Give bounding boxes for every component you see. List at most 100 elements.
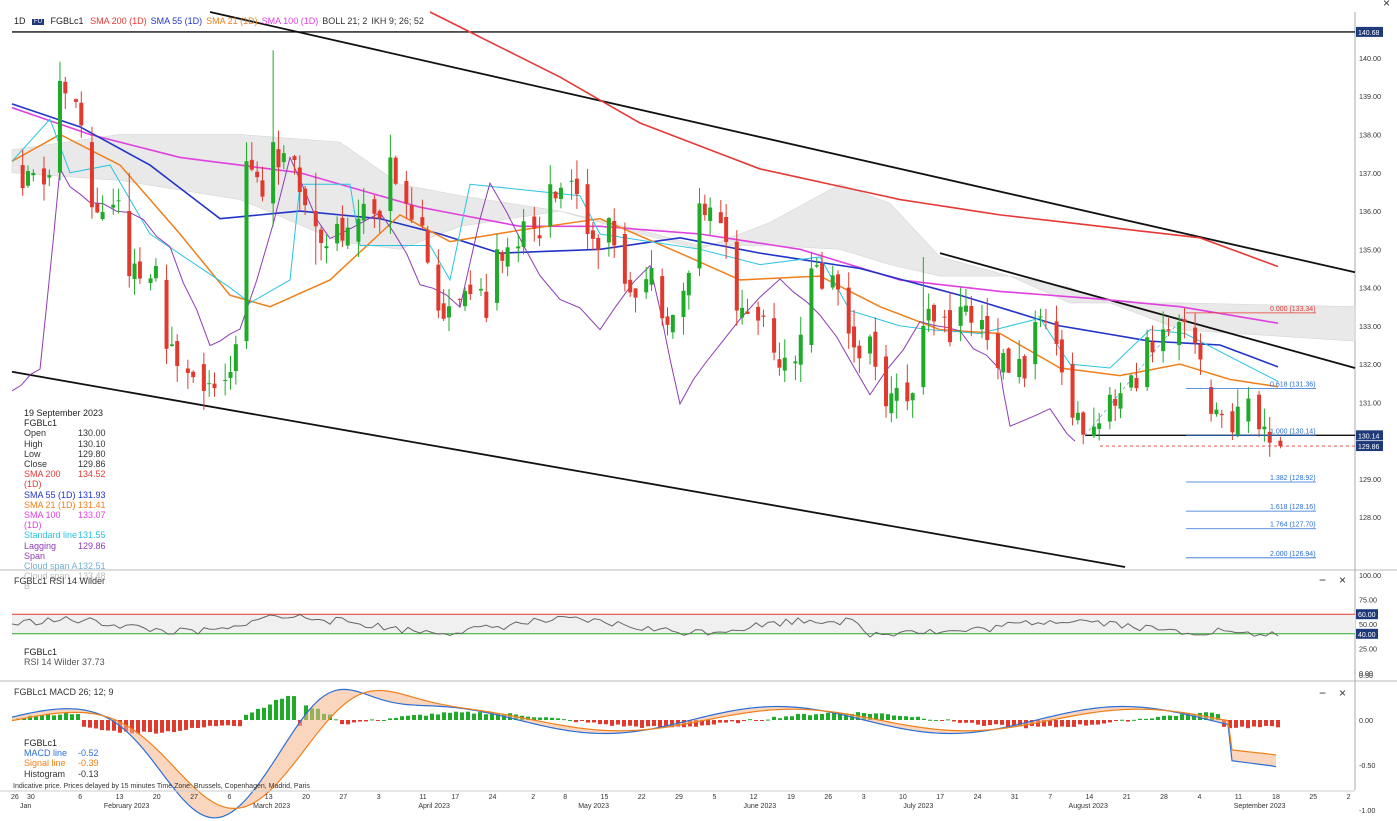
macd-histogram-bar: [334, 719, 338, 721]
macd-histogram-bar: [484, 714, 488, 720]
study-label-5[interactable]: IKH 9; 26; 52: [371, 16, 424, 26]
candle-body: [734, 241, 739, 311]
macd-close-icon[interactable]: ×: [1339, 686, 1347, 700]
info-symbol: FGBLc1: [24, 418, 58, 429]
info-key: Close: [24, 459, 48, 470]
candle-body: [596, 237, 601, 251]
candle-body: [340, 217, 345, 241]
info-value: 129.86: [78, 459, 106, 470]
study-label-1[interactable]: SMA 55 (1D): [150, 16, 203, 26]
macd-histogram-bar: [634, 720, 638, 727]
candle-body: [345, 227, 350, 246]
macd-histogram-bar: [568, 719, 572, 721]
macd-histogram-bar: [1234, 720, 1238, 728]
info-value: 131.41: [78, 499, 106, 510]
info-key: Cloud span B: [24, 571, 70, 592]
study-label-0[interactable]: SMA 200 (1D): [90, 16, 147, 26]
macd-histogram-bar: [658, 720, 662, 728]
macd-histogram-bar: [1078, 720, 1082, 725]
macd-info: FGBLc1 MACD line -0.52 Signal line -0.39 His…: [24, 738, 99, 779]
macd-histogram-bar: [988, 720, 992, 726]
macd-histogram-bar: [1006, 720, 1010, 728]
candle-body: [569, 180, 574, 182]
info-key: Lagging Span: [24, 540, 57, 561]
candle-body: [201, 364, 206, 391]
date-tick-label: 2: [1347, 794, 1351, 801]
macd-histogram-bar: [874, 713, 878, 720]
candle-body: [436, 264, 441, 311]
candle-body: [649, 267, 654, 285]
rsi-close-icon[interactable]: ×: [1339, 573, 1347, 587]
fib-level-label: 1.764 (127.70): [1270, 522, 1316, 529]
macd-histogram-bar: [940, 720, 944, 721]
candle-body: [233, 344, 238, 372]
candle-body: [132, 263, 137, 280]
candle-body: [127, 211, 132, 277]
macd-tick-label: 0.00: [1359, 716, 1373, 725]
candle-body: [1177, 322, 1182, 345]
rsi-minimize-icon[interactable]: −: [1319, 573, 1327, 587]
candle-body: [292, 156, 297, 161]
candle-body: [1006, 348, 1011, 373]
rsi-band: [12, 614, 1355, 634]
rsi-tick-label: 100.00: [1359, 571, 1381, 580]
study-label-4[interactable]: BOLL 21; 2: [322, 16, 368, 26]
candle-body: [628, 279, 633, 293]
close-icon[interactable]: ×: [1383, 0, 1391, 10]
month-label: Jan: [20, 803, 31, 810]
date-tick-label: 18: [1272, 794, 1280, 801]
candle-body: [708, 207, 713, 221]
macd-histogram-bar: [1270, 720, 1274, 727]
rsi-badge-label: 60.00: [1358, 612, 1376, 619]
macd-histogram-bar: [424, 715, 428, 720]
candle-body: [852, 326, 857, 348]
macd-histogram-bar: [226, 720, 230, 726]
study-label-2[interactable]: SMA 21 (1D): [206, 16, 258, 26]
macd-histogram-bar: [208, 720, 212, 726]
candle-body: [1230, 411, 1235, 433]
date-tick-label: 13: [116, 794, 124, 801]
candle-body: [137, 261, 142, 279]
candle-body: [761, 315, 766, 317]
candle-body: [372, 199, 377, 214]
candle-body: [995, 333, 1000, 368]
macd-histogram-bar: [802, 713, 806, 720]
macd-histogram-bar: [532, 717, 536, 720]
candle-body: [681, 290, 686, 318]
date-tick-label: 27: [339, 794, 347, 801]
rsi-badge: [1356, 609, 1378, 620]
info-value: 130.00: [78, 428, 106, 439]
macd-histogram-bar: [100, 720, 104, 731]
candle-body: [1209, 387, 1214, 414]
macd-histogram-bar: [964, 720, 968, 723]
candle-body: [590, 230, 595, 239]
interval-label[interactable]: 1D: [14, 16, 26, 26]
candle-body: [175, 341, 180, 367]
info-row: SMA 100 (1D) 133.07: [24, 510, 106, 530]
date-tick-label: 5: [712, 794, 716, 801]
rsi-tick-label: 25.00: [1359, 645, 1377, 654]
candle-body: [724, 216, 729, 242]
candle-body: [612, 221, 617, 246]
macd-histogram-bar: [820, 713, 824, 720]
candle-body: [116, 200, 121, 202]
candle-body: [228, 372, 233, 378]
candle-body: [404, 181, 409, 204]
rsi-info-value: 37.73: [82, 657, 105, 668]
macd-histogram-bar: [1210, 712, 1214, 720]
price-tick-label: 132.00: [1359, 360, 1381, 369]
candle-body: [185, 368, 190, 373]
macd-histogram-bar: [730, 720, 734, 722]
macd-minimize-icon[interactable]: −: [1319, 686, 1327, 700]
candle-body: [921, 325, 926, 388]
study-label-3[interactable]: SMA 100 (1D): [261, 16, 319, 26]
macd-histogram-bar: [1138, 718, 1142, 720]
date-tick-label: 29: [675, 794, 683, 801]
candle-body: [1235, 406, 1240, 437]
macd-histogram-bar: [496, 713, 500, 720]
date-tick-label: 26: [824, 794, 832, 801]
date-tick-label: 28: [1160, 794, 1168, 801]
symbol-label[interactable]: FGBLc1: [50, 16, 84, 26]
candle-body: [41, 168, 46, 185]
